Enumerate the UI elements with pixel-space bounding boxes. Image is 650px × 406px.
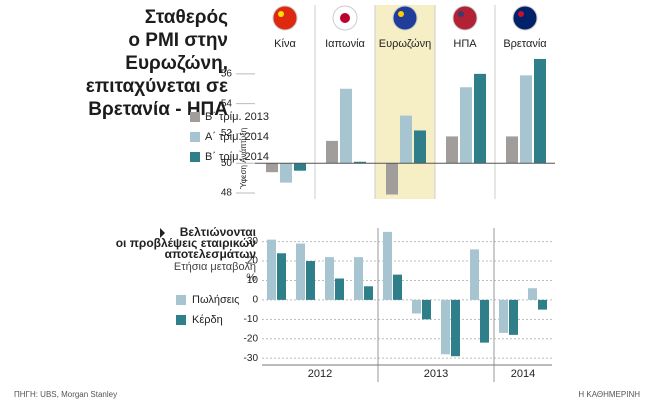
bar <box>277 253 286 300</box>
bar <box>470 249 479 300</box>
legend-swatch <box>190 112 200 122</box>
category-label: Κίνα <box>274 38 296 50</box>
title-line: αποτελεσμάτων <box>165 247 257 261</box>
bar <box>474 73 486 164</box>
y-tick-label: 48 <box>221 188 233 199</box>
subtitle-line: Ετήσια μεταβολή <box>174 261 256 273</box>
bar <box>294 163 306 171</box>
category-label: Βρετανία <box>503 38 547 50</box>
group-label: 2013 <box>424 368 448 380</box>
bar <box>266 163 278 173</box>
bar <box>326 140 338 164</box>
bar <box>393 274 402 300</box>
title-line: ο PMI στην <box>128 30 228 51</box>
bar <box>414 130 426 164</box>
bar <box>400 115 412 164</box>
bar <box>460 87 472 164</box>
bar <box>280 163 292 183</box>
legend-label: Πωλήσεις <box>192 294 239 306</box>
flag <box>392 5 418 31</box>
legend-label: Κέρδη <box>192 314 223 326</box>
bar <box>538 299 547 310</box>
legend-swatch <box>176 295 186 305</box>
bar <box>534 58 546 164</box>
flag-detail <box>518 11 524 17</box>
bar <box>441 299 450 355</box>
bar <box>386 163 398 195</box>
bar <box>499 299 508 333</box>
legend-swatch <box>190 152 200 162</box>
y-label: Ύφεση <box>239 165 248 189</box>
highlight <box>375 5 435 199</box>
bar <box>296 243 305 300</box>
y-tick-label: 52 <box>221 128 233 139</box>
title-line: Ευρωζώνη, <box>125 53 228 74</box>
bar <box>354 161 366 164</box>
y-tick-label: -20 <box>244 333 259 344</box>
bar <box>412 299 421 314</box>
category-label: Ευρωζώνη <box>379 38 432 50</box>
legend-swatch <box>190 132 200 142</box>
y-tick-label: 54 <box>221 98 233 109</box>
source: ΠΗΓΗ: UBS, Morgan Stanley <box>14 390 117 399</box>
legend-label: Β΄ τρίμ. 2014 <box>205 151 269 163</box>
title-line: επιταχύνεται σε <box>86 76 228 97</box>
bar <box>446 136 458 164</box>
legend-label: Β΄ τρίμ. 2013 <box>205 111 269 123</box>
bar <box>306 261 315 300</box>
bar <box>267 239 276 300</box>
title-line: Βελτιώνονται <box>180 225 256 239</box>
group-label: 2014 <box>511 368 535 380</box>
title-line: Σταθερός <box>145 7 228 28</box>
y-tick-label: -30 <box>244 353 259 364</box>
flag <box>512 5 538 31</box>
y-tick-label: -10 <box>244 314 259 325</box>
bar <box>506 136 518 164</box>
bar <box>383 231 392 300</box>
y-tick-label: 56 <box>221 68 233 79</box>
flag-detail <box>458 11 464 17</box>
group-label: 2012 <box>308 368 332 380</box>
bar <box>509 299 518 335</box>
y-label: Ανάπτυξη <box>239 128 248 163</box>
bar <box>422 299 431 320</box>
y-tick-label: 0 <box>252 295 258 306</box>
category-label: Ιαπωνία <box>325 38 365 50</box>
brand: Η ΚΑΘΗΜΕΡΙΝΗ <box>578 390 640 399</box>
title-line: οι προβλέψεις εταιρικών <box>116 236 257 250</box>
legend-swatch <box>176 315 186 325</box>
flag <box>272 5 298 31</box>
y-tick-label: 50 <box>221 158 233 169</box>
flag <box>452 5 478 31</box>
bar <box>340 88 352 164</box>
y-tick-label: 10 <box>247 275 259 286</box>
bar <box>451 299 460 357</box>
category-label: ΗΠΑ <box>453 38 477 50</box>
bar <box>364 286 373 300</box>
legend-label: Α΄ τρίμ. 2014 <box>205 131 269 143</box>
bar <box>528 288 537 300</box>
title-marker <box>160 228 165 238</box>
bar <box>325 257 334 300</box>
flag-detail <box>340 13 350 23</box>
y-tick-label: 30 <box>247 236 259 247</box>
bar <box>520 75 532 164</box>
bar <box>354 257 363 300</box>
flag-detail <box>278 11 284 17</box>
flag-detail <box>398 11 404 17</box>
bar <box>480 299 489 343</box>
bar <box>335 278 344 300</box>
y-tick-label: 20 <box>247 256 259 267</box>
subtitle-line: % <box>246 272 256 284</box>
